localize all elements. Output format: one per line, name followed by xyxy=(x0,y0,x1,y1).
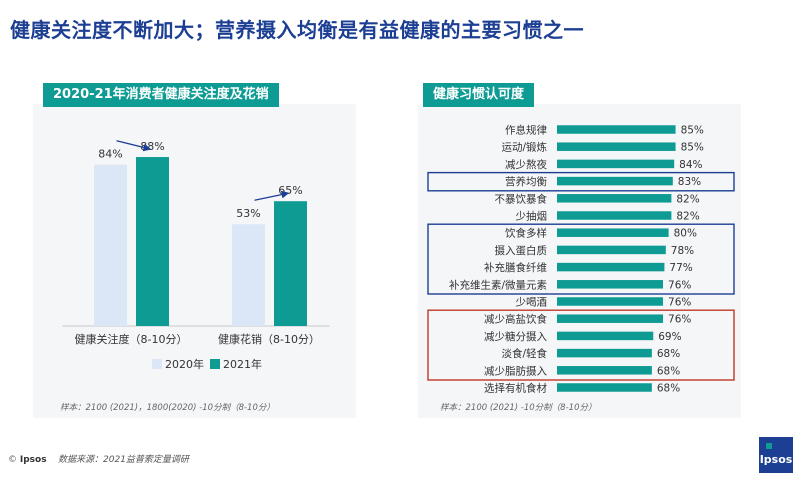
left-panel-heading: 2020-21年消费者健康关注度及花销 xyxy=(43,83,279,107)
footer-brand: Ipsos xyxy=(19,455,47,465)
left-sample-note: 样本：2100 (2021)，1800(2020) -10分制（8-10分） xyxy=(60,403,275,413)
footer: © Ipsos 数据来源：2021益普索定量调研 xyxy=(8,452,189,465)
logo-text: Ipsos xyxy=(759,453,793,466)
right-sample-note: 样本：2100 (2021) -10分制（8-10分） xyxy=(440,403,597,413)
footer-source: 数据来源：2021益普索定量调研 xyxy=(58,455,189,465)
right-panel-heading: 健康习惯认可度 xyxy=(423,83,535,107)
right-panel xyxy=(418,104,741,418)
page-title: 健康关注度不断加大；营养摄入均衡是有益健康的主要习惯之一 xyxy=(10,18,584,42)
copyright-mark: © xyxy=(8,455,17,465)
logo-dot xyxy=(766,443,772,449)
left-panel xyxy=(33,104,356,418)
ipsos-logo: Ipsos xyxy=(759,437,793,473)
